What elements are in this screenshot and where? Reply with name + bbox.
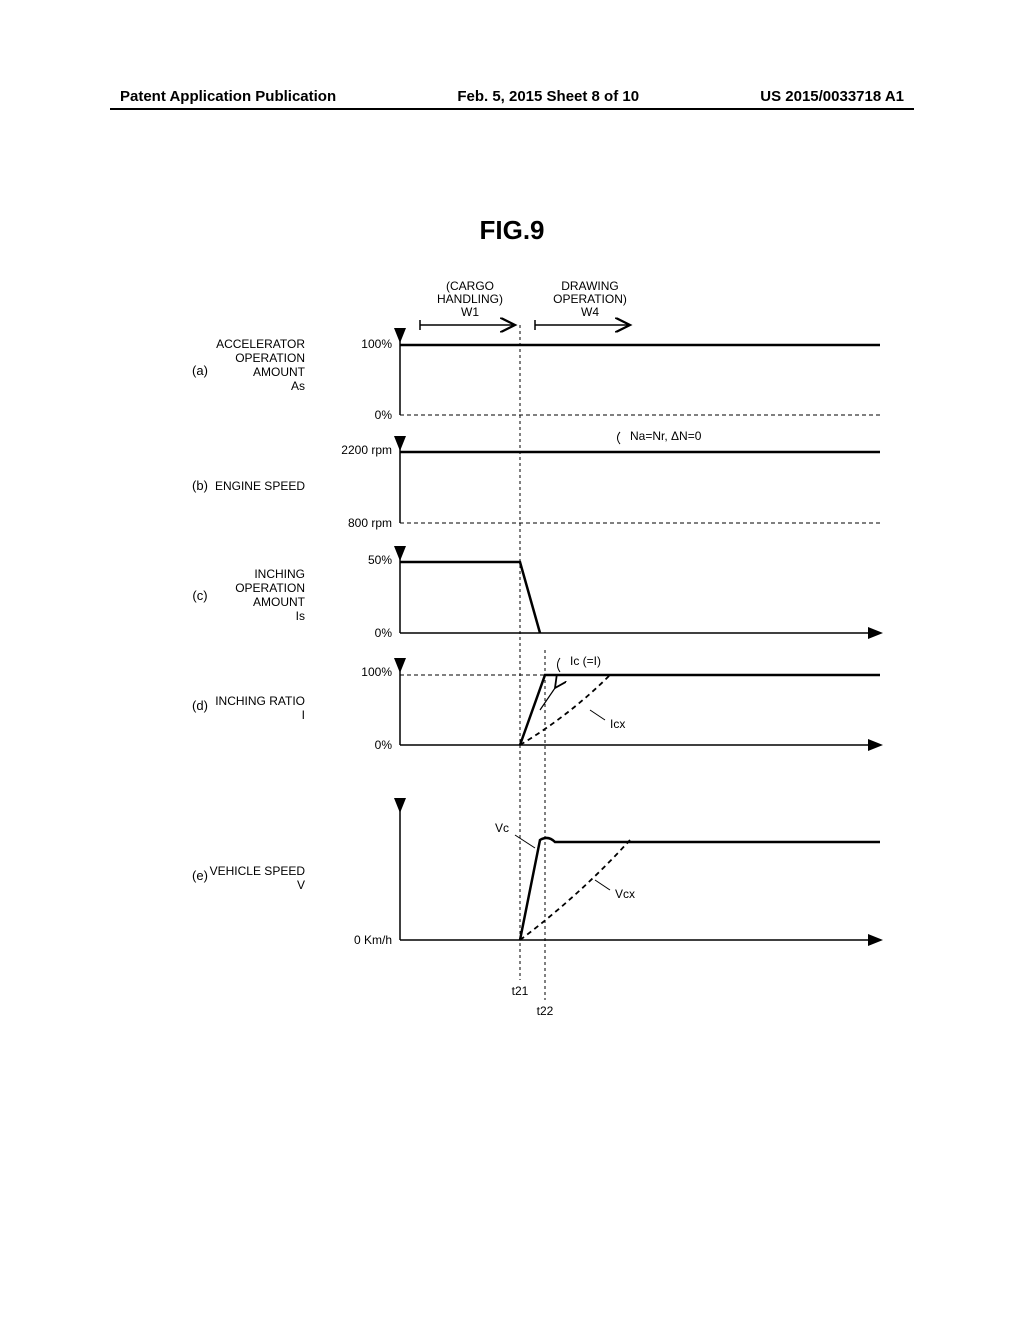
panel-c-data bbox=[400, 562, 540, 633]
panel-b-ymin: 800 rpm bbox=[348, 516, 392, 530]
operation-labels: (CARGO HANDLING) W1 (PUSHING OR DRAWING … bbox=[420, 280, 630, 330]
panel-d: (d) INCHING RATIO I 100% 0% Ic (=I) Icx bbox=[192, 654, 880, 752]
panel-d-gap-arrow bbox=[540, 688, 555, 710]
header-divider bbox=[110, 108, 914, 110]
panel-c-title-4: Is bbox=[296, 609, 305, 623]
w1-label-line3: W1 bbox=[461, 305, 479, 319]
panel-d-icx-label: Icx bbox=[610, 717, 625, 731]
panel-d-label: (d) bbox=[192, 698, 208, 713]
page-header: Patent Application Publication Feb. 5, 2… bbox=[0, 88, 1024, 105]
chart-svg: (CARGO HANDLING) W1 (PUSHING OR DRAWING … bbox=[140, 280, 900, 1120]
t22-label: t22 bbox=[537, 1004, 554, 1018]
panel-d-ic-pointer bbox=[558, 658, 561, 672]
panel-d-title-1: INCHING RATIO bbox=[215, 694, 305, 708]
panel-b-title: ENGINE SPEED bbox=[215, 479, 305, 493]
t21-label: t21 bbox=[512, 984, 529, 998]
panel-c-ymax: 50% bbox=[368, 553, 392, 567]
panel-a-title-4: As bbox=[291, 379, 305, 393]
panel-c: (c) INCHING OPERATION AMOUNT Is 50% 0% bbox=[192, 553, 880, 640]
panel-a-ymax: 100% bbox=[361, 337, 392, 351]
panel-c-title-3: AMOUNT bbox=[253, 595, 306, 609]
panel-e-ymin: 0 Km/h bbox=[354, 933, 392, 947]
panel-e-label: (e) bbox=[192, 868, 208, 883]
panel-e-vcx-label: Vcx bbox=[615, 887, 635, 901]
figure-title: FIG.9 bbox=[479, 215, 544, 246]
panel-d-ic-line bbox=[520, 675, 880, 745]
panel-a-title-3: AMOUNT bbox=[253, 365, 306, 379]
panel-b-annotation: Na=Nr, ΔN=0 bbox=[630, 429, 702, 443]
panel-d-ic-label: Ic (=I) bbox=[570, 654, 601, 668]
panel-d-title-2: I bbox=[302, 708, 305, 722]
panel-e-title-2: V bbox=[297, 878, 305, 892]
w4-label-line3: OPERATION) bbox=[553, 292, 627, 306]
panel-b: (b) ENGINE SPEED 2200 rpm 800 rpm Na=Nr,… bbox=[192, 429, 880, 530]
panel-a-label: (a) bbox=[192, 363, 208, 378]
panel-b-ymax: 2200 rpm bbox=[341, 443, 392, 457]
panel-e-title-1: VEHICLE SPEED bbox=[210, 864, 306, 878]
panel-c-label: (c) bbox=[192, 588, 207, 603]
panel-b-annotation-pointer bbox=[618, 432, 621, 444]
panel-b-label: (b) bbox=[192, 478, 208, 493]
panel-d-ymin: 0% bbox=[375, 738, 393, 752]
w1-label-line2: HANDLING) bbox=[437, 292, 503, 306]
header-right: US 2015/0033718 A1 bbox=[760, 88, 904, 105]
panel-e-vc-pointer bbox=[515, 835, 535, 848]
header-center: Feb. 5, 2015 Sheet 8 of 10 bbox=[457, 88, 639, 105]
panel-c-ymin: 0% bbox=[375, 626, 393, 640]
w4-label-line4: W4 bbox=[581, 305, 599, 319]
panel-c-title-2: OPERATION bbox=[235, 581, 305, 595]
panel-e-vc-line bbox=[520, 838, 880, 940]
panel-d-ymax: 100% bbox=[361, 665, 392, 679]
panel-e: (e) VEHICLE SPEED V 0 Km/h Vc Vcx bbox=[192, 810, 880, 947]
panel-a-title-2: OPERATION bbox=[235, 351, 305, 365]
panel-e-vc-label: Vc bbox=[495, 821, 509, 835]
panel-a: (a) ACCELERATOR OPERATION AMOUNT As 100%… bbox=[192, 337, 880, 422]
chart-container: (CARGO HANDLING) W1 (PUSHING OR DRAWING … bbox=[140, 280, 900, 1125]
panel-e-vcx-pointer bbox=[595, 880, 610, 890]
panel-a-title-1: ACCELERATOR bbox=[216, 337, 305, 351]
panel-c-title-1: INCHING bbox=[254, 567, 305, 581]
panel-d-icx-pointer bbox=[590, 710, 605, 720]
panel-a-ymin: 0% bbox=[375, 408, 393, 422]
header-left: Patent Application Publication bbox=[120, 88, 336, 105]
